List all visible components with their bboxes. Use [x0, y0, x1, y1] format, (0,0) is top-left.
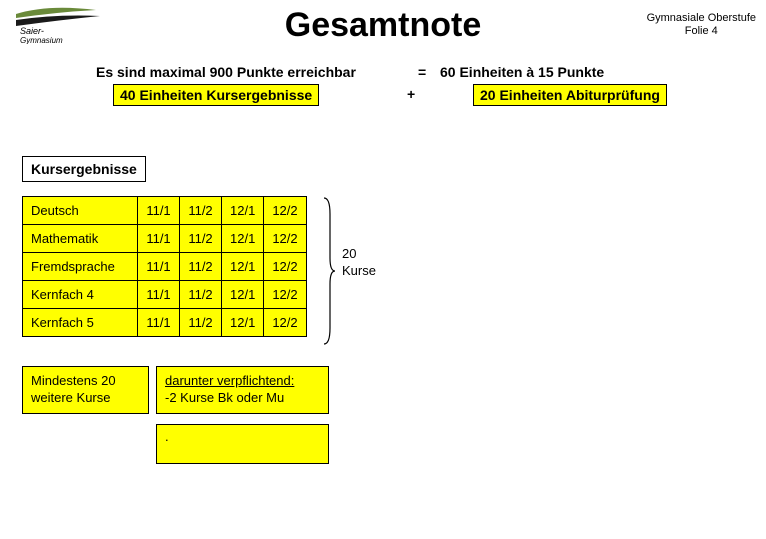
term-cell: 12/1 [222, 281, 264, 309]
term-cell: 12/2 [264, 225, 306, 253]
term-cell: 11/2 [180, 309, 222, 337]
term-cell: 12/2 [264, 197, 306, 225]
summary-line1: Es sind maximal 900 Punkte erreichbar [96, 64, 356, 80]
term-cell: 11/2 [180, 197, 222, 225]
extra-courses-box: Mindestens 20 weitere Kurse [22, 366, 149, 414]
table-row: Mathematik 11/1 11/2 12/1 12/2 [23, 225, 307, 253]
table-row: Deutsch 11/1 11/2 12/1 12/2 [23, 197, 307, 225]
term-cell: 12/2 [264, 253, 306, 281]
table-row: Kernfach 5 11/1 11/2 12/1 12/2 [23, 309, 307, 337]
bracket-label-line1: 20 [342, 246, 376, 263]
header-meta-line2: Folie 4 [647, 25, 756, 38]
term-cell: 12/1 [222, 225, 264, 253]
dot-box: . [156, 424, 329, 464]
header-meta: Gymnasiale Oberstufe Folie 4 [647, 12, 756, 38]
term-cell: 12/2 [264, 281, 306, 309]
term-cell: 11/2 [180, 281, 222, 309]
plus-sign: + [407, 86, 415, 102]
summary-line2: 60 Einheiten à 15 Punkte [440, 64, 604, 80]
table-row: Fremdsprache 11/1 11/2 12/1 12/2 [23, 253, 307, 281]
bracket-label: 20 Kurse [342, 246, 376, 280]
bracket-label-line2: Kurse [342, 263, 376, 280]
term-cell: 11/1 [138, 253, 180, 281]
term-cell: 12/1 [222, 253, 264, 281]
summary-box-left: 40 Einheiten Kursergebnisse [113, 84, 319, 106]
brace-icon [322, 196, 336, 346]
kursergebnisse-heading: Kursergebnisse [22, 156, 146, 182]
term-cell: 11/2 [180, 225, 222, 253]
term-cell: 11/2 [180, 253, 222, 281]
kurs-table: Deutsch 11/1 11/2 12/1 12/2 Mathematik 1… [22, 196, 307, 337]
subject-cell: Kernfach 4 [23, 281, 138, 309]
subject-cell: Fremdsprache [23, 253, 138, 281]
term-cell: 12/1 [222, 197, 264, 225]
header-meta-line1: Gymnasiale Oberstufe [647, 12, 756, 25]
subject-cell: Mathematik [23, 225, 138, 253]
table-row: Kernfach 4 11/1 11/2 12/1 12/2 [23, 281, 307, 309]
summary-box-right: 20 Einheiten Abiturprüfung [473, 84, 667, 106]
subject-cell: Deutsch [23, 197, 138, 225]
term-cell: 11/1 [138, 281, 180, 309]
term-cell: 12/1 [222, 309, 264, 337]
term-cell: 11/1 [138, 225, 180, 253]
term-cell: 11/1 [138, 197, 180, 225]
extra-right-line2: -2 Kurse Bk oder Mu [165, 390, 320, 407]
equals-sign: = [418, 64, 426, 80]
extra-right-line1: darunter verpflichtend: [165, 373, 320, 390]
extra-left-line1: Mindestens 20 [31, 373, 140, 390]
mandatory-box: darunter verpflichtend: -2 Kurse Bk oder… [156, 366, 329, 414]
subject-cell: Kernfach 5 [23, 309, 138, 337]
term-cell: 12/2 [264, 309, 306, 337]
extra-left-line2: weitere Kurse [31, 390, 140, 407]
term-cell: 11/1 [138, 309, 180, 337]
